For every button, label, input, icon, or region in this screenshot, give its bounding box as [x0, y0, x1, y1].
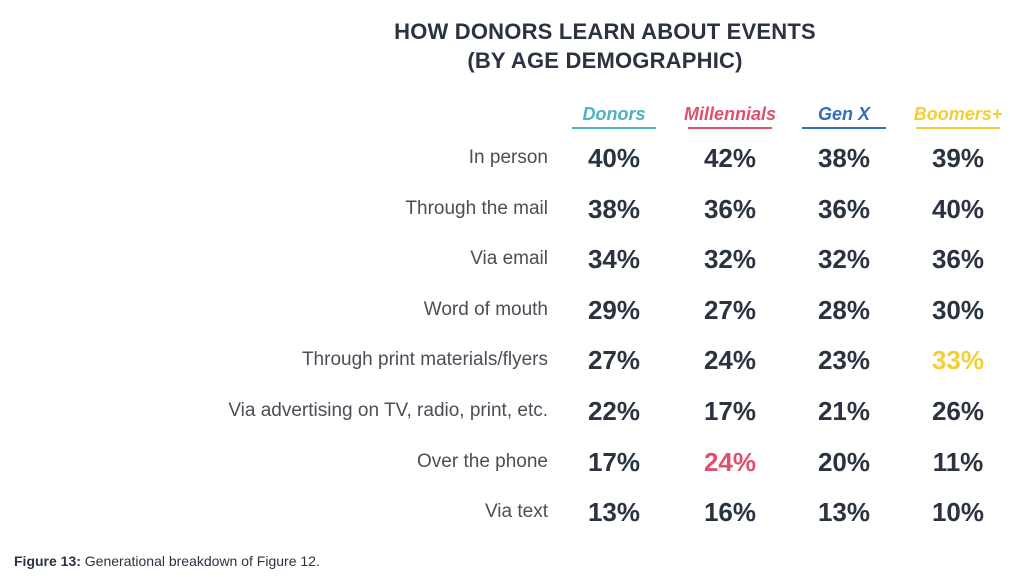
table-cell: 13%	[817, 497, 871, 528]
column-header-gen-x: Gen X	[817, 104, 870, 124]
chart-title-line-2: (BY AGE DEMOGRAPHIC)	[467, 48, 743, 73]
table-cell: 24%	[703, 345, 757, 376]
table-cell: 40%	[587, 143, 641, 173]
figure-caption-text: Generational breakdown of Figure 12.	[80, 553, 320, 569]
table-cell: 11%	[932, 446, 984, 477]
row-label: Via text	[484, 501, 548, 523]
table-cell: 26%	[931, 396, 985, 426]
table-cell: 39%	[931, 143, 985, 173]
table-cell: 24%	[703, 446, 757, 477]
figure-label: Figure 13:	[14, 553, 81, 569]
table-cell: 38%	[587, 193, 641, 224]
table-cell: 21%	[817, 396, 871, 426]
table-cell: 13%	[587, 497, 641, 528]
row-label: Word of mouth	[423, 298, 548, 320]
table-cell: 36%	[817, 193, 871, 224]
table-cell: 17%	[703, 396, 757, 426]
chart-title-line-1: HOW DONORS LEARN ABOUT EVENTS	[394, 19, 816, 44]
column-underline	[688, 127, 772, 129]
table-cell: 27%	[587, 345, 641, 376]
table-cell: 38%	[817, 143, 871, 173]
table-cell: 42%	[703, 143, 757, 173]
column-underline	[802, 127, 886, 129]
table-cell: 36%	[703, 193, 757, 224]
column-header-millennials: Millennials	[683, 104, 777, 124]
table-cell: 33%	[931, 345, 985, 376]
column-underline	[572, 127, 656, 129]
column-underline	[916, 127, 1000, 129]
row-label: In person	[468, 147, 548, 168]
table-cell: 27%	[703, 294, 757, 325]
row-label: Through the mail	[405, 197, 548, 219]
table-cell: 34%	[587, 244, 641, 275]
table-cell: 28%	[817, 294, 871, 325]
figure-caption: Figure 13: Generational breakdown of Fig…	[14, 553, 320, 569]
table-cell: 32%	[703, 244, 757, 275]
table-cell: 30%	[931, 294, 985, 325]
row-label: Through print materials/flyers	[301, 349, 548, 371]
row-label: Via advertising on TV, radio, print, etc…	[228, 400, 548, 421]
column-header-boomers: Boomers+	[913, 104, 1003, 124]
table-cell: 17%	[587, 446, 641, 477]
row-label: Over the phone	[417, 450, 548, 472]
table-cell: 16%	[703, 497, 757, 528]
table-cell: 10%	[931, 497, 985, 528]
column-header-donors: Donors	[582, 104, 646, 124]
table-cell: 20%	[817, 446, 871, 477]
row-label: Via email	[470, 248, 548, 270]
table-cell: 32%	[817, 244, 871, 275]
table-cell: 40%	[931, 193, 985, 224]
table-cell: 29%	[587, 294, 641, 325]
table-cell: 22%	[587, 396, 641, 426]
table-cell: 23%	[817, 345, 871, 376]
table-cell: 36%	[931, 244, 985, 275]
